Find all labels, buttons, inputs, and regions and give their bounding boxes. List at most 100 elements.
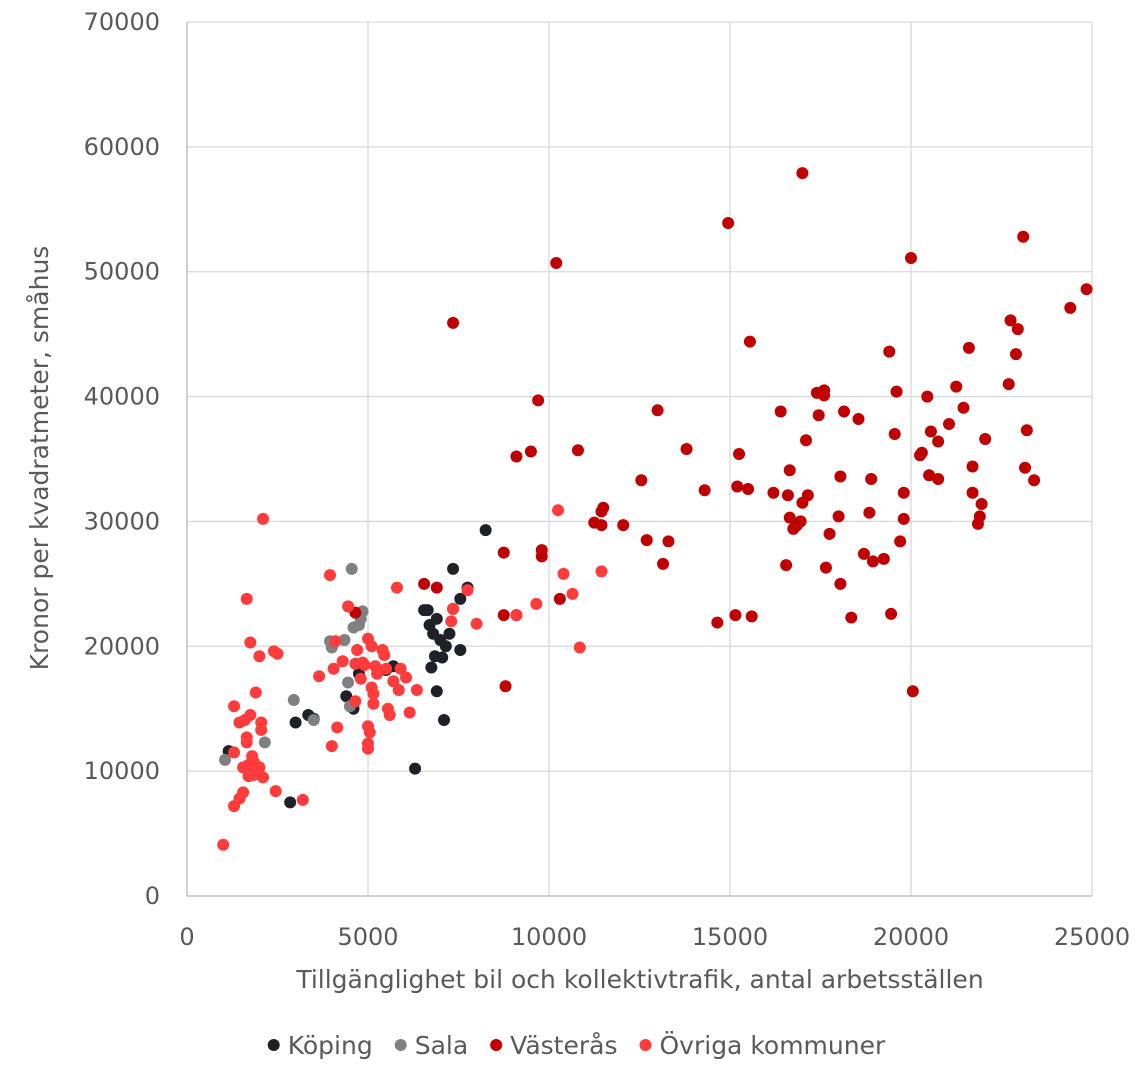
point-västerås <box>729 609 742 622</box>
y-axis-title: Kronor per kvadratmeter, småhus <box>25 246 54 671</box>
point-övriga-kommuner <box>217 838 230 851</box>
point-övriga-kommuner <box>403 706 416 719</box>
x-tick-label: 20000 <box>873 923 949 951</box>
point-övriga-kommuner <box>336 655 349 668</box>
point-övriga-kommuner <box>362 742 374 755</box>
point-västerås <box>943 418 956 431</box>
y-tick-label: 70000 <box>84 8 160 36</box>
point-västerås <box>731 480 744 493</box>
point-västerås <box>818 389 831 402</box>
point-västerås <box>535 544 548 557</box>
point-sala <box>258 736 271 749</box>
point-övriga-kommuner <box>595 565 608 578</box>
point-västerås <box>834 577 847 590</box>
legend-item: Köping <box>267 1031 373 1060</box>
point-övriga-kommuner <box>358 659 371 672</box>
gridlines <box>187 21 1093 896</box>
point-västerås <box>883 345 896 358</box>
point-västerås <box>966 486 979 499</box>
point-övriga-kommuner <box>331 721 344 734</box>
point-västerås <box>796 167 809 180</box>
point-övriga-kommuner <box>313 670 326 683</box>
point-köping <box>289 716 302 729</box>
point-köping <box>425 661 438 674</box>
axes: 0 10000 20000 30000 40000 50000 60000 70000 0 500… <box>84 8 1131 951</box>
point-övriga-kommuner <box>365 640 378 653</box>
point-västerås <box>640 534 653 547</box>
data-points <box>217 167 1093 851</box>
point-västerås <box>812 409 825 422</box>
point-västerås <box>950 380 963 393</box>
y-tick-label: 60000 <box>84 133 160 161</box>
point-övriga-kommuner <box>447 602 460 615</box>
point-övriga-kommuner <box>257 771 270 784</box>
point-västerås <box>897 512 910 525</box>
x-axis-title: Tillgänglighet bil och kollektivtrafik, … <box>295 965 983 994</box>
x-tick-label: 10000 <box>511 923 587 951</box>
point-övriga-kommuner <box>380 662 393 675</box>
point-västerås <box>783 511 796 524</box>
point-västerås <box>966 460 979 473</box>
point-övriga-kommuner <box>253 650 266 663</box>
point-västerås <box>617 519 630 532</box>
legend-marker <box>267 1039 280 1051</box>
point-övriga-kommuner <box>367 687 380 700</box>
point-västerås <box>767 486 780 499</box>
point-köping <box>340 690 353 703</box>
point-västerås <box>1004 314 1017 327</box>
point-övriga-kommuner <box>445 615 458 628</box>
y-tick-label: 0 <box>145 882 160 910</box>
point-västerås <box>973 510 986 523</box>
point-köping <box>430 612 443 625</box>
point-övriga-kommuner <box>354 672 367 685</box>
point-övriga-kommuner <box>510 609 523 622</box>
point-övriga-kommuner <box>237 786 250 799</box>
point-västerås <box>819 561 832 574</box>
point-västerås <box>532 394 545 407</box>
point-västerås <box>894 535 907 548</box>
point-köping <box>454 644 467 657</box>
point-köping <box>430 685 443 698</box>
point-västerås <box>1020 424 1033 437</box>
point-västerås <box>863 506 876 519</box>
point-västerås <box>838 405 851 418</box>
point-västerås <box>447 316 460 329</box>
point-västerås <box>499 680 512 693</box>
point-västerås <box>1080 283 1093 296</box>
point-västerås <box>662 535 675 548</box>
point-sala <box>338 634 351 647</box>
point-västerås <box>635 474 648 487</box>
point-västerås <box>800 434 813 447</box>
x-tick-label: 25000 <box>1054 923 1130 951</box>
point-övriga-kommuner <box>296 793 309 806</box>
point-västerås <box>823 527 836 540</box>
point-västerås <box>845 611 858 624</box>
point-västerås <box>979 433 992 446</box>
point-övriga-kommuner <box>249 686 262 699</box>
point-övriga-kommuner <box>400 671 413 684</box>
point-köping <box>443 627 456 640</box>
point-västerås <box>742 482 755 495</box>
point-västerås <box>1019 461 1032 474</box>
point-övriga-kommuner <box>394 662 407 675</box>
point-sala <box>287 693 300 706</box>
point-västerås <box>571 444 584 457</box>
legend-label: Köping <box>288 1031 373 1060</box>
legend: Köping Sala Västerås Övriga kommuner <box>267 1031 886 1060</box>
legend-label: Övriga kommuner <box>659 1031 885 1060</box>
point-västerås <box>780 559 793 572</box>
point-övriga-kommuner <box>349 695 362 708</box>
point-övriga-kommuner <box>390 581 403 594</box>
legend-marker <box>490 1039 503 1051</box>
point-övriga-kommuner <box>530 597 543 610</box>
point-övriga-kommuner <box>351 644 364 657</box>
point-västerås <box>1028 474 1041 487</box>
point-västerås <box>924 425 937 438</box>
point-västerås <box>524 445 537 458</box>
point-västerås <box>783 464 796 477</box>
point-övriga-kommuner <box>228 746 241 759</box>
point-västerås <box>497 546 510 559</box>
point-köping <box>438 713 451 726</box>
point-västerås <box>834 470 847 483</box>
